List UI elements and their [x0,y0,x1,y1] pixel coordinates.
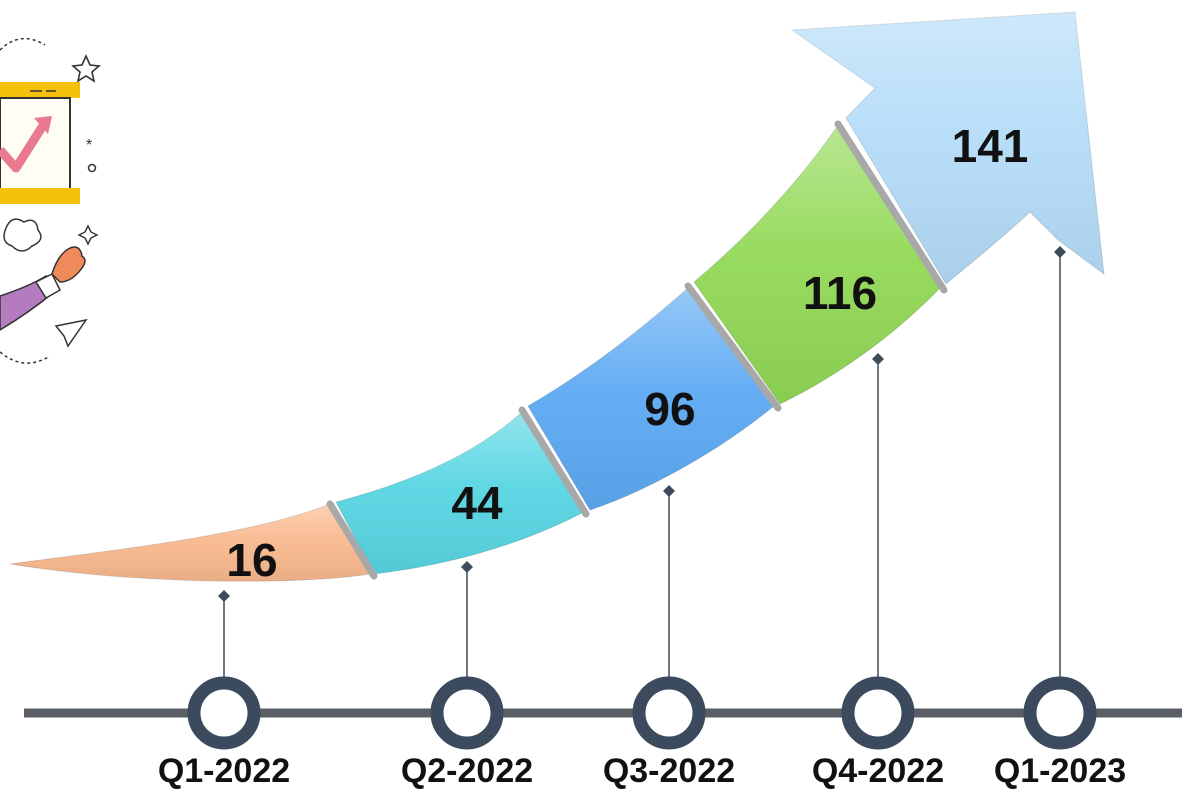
growth-chart-doodle-icon: * [0,37,101,364]
timeline-marker-q3-2022 [632,676,706,750]
connector-dot-q1-2022 [218,590,230,602]
svg-text:*: * [86,137,92,154]
arrow-segment-shine-q1-2022 [10,504,370,582]
timeline-marker-q2-2022 [430,676,504,750]
segment-divider-3 [684,282,782,412]
timeline-marker-q4-2022 [841,676,915,750]
arrow-segment-shine-q3-2022 [528,288,774,510]
arrow-segment-shine-q2-2022 [336,412,584,574]
timeline-marker-q1-2023 [1023,676,1097,750]
category-label-q2-2022: Q2-2022 [401,752,533,790]
timeline-marker-q1-2022 [187,676,261,750]
value-label-q2-2022: 44 [451,477,503,529]
connector-dot-q4-2022 [872,353,884,365]
connector-dot-q3-2022 [663,485,675,497]
segment-divider-2 [518,406,590,518]
connector-dot-q1-2023 [1054,246,1066,258]
segment-divider-4 [834,120,948,294]
arrow-segment-shine-q4-2022 [694,128,940,404]
arrow-segment-shine-q1-2023 [792,12,1104,284]
category-label-q3-2022: Q3-2022 [603,752,735,790]
value-label-q4-2022: 116 [803,267,877,319]
value-label-q1-2023: 141 [952,120,1029,172]
category-label-q1-2023: Q1-2023 [994,752,1126,790]
connector-dot-q2-2022 [461,561,473,573]
category-label-q4-2022: Q4-2022 [812,752,944,790]
value-label-q3-2022: 96 [644,383,695,435]
segment-divider-1 [326,500,378,580]
value-label-q1-2022: 16 [226,534,277,586]
category-label-q1-2022: Q1-2022 [158,752,290,790]
